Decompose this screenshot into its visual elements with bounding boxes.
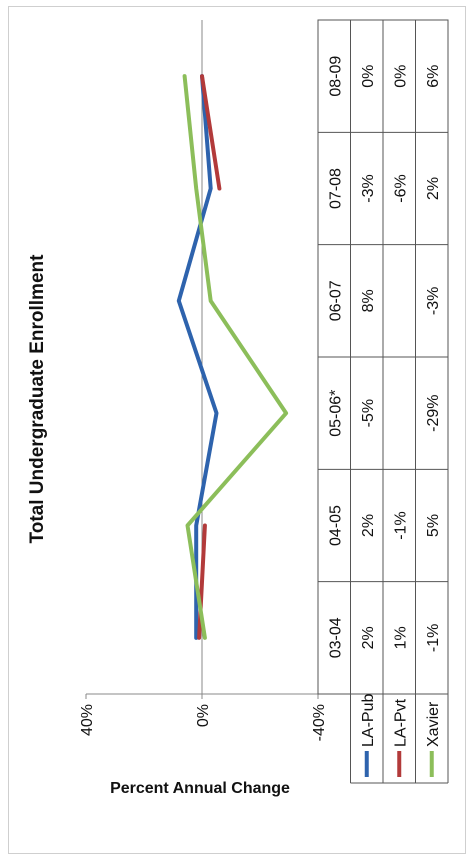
chart-title: Total Undergraduate Enrollment	[27, 254, 48, 544]
series-line-la-pvt	[200, 74, 222, 191]
y-tick-label: 0%	[195, 704, 212, 727]
legend-label: LA-Pvt	[392, 698, 409, 747]
legend-label: LA-Pub	[360, 694, 377, 747]
data-label: 6%	[425, 65, 442, 88]
category-label: 04-05	[327, 505, 344, 546]
series-line-xavier	[182, 74, 289, 640]
data-label: -5%	[360, 399, 377, 427]
legend-label: Xavier	[425, 701, 442, 747]
series-line-la-pub	[176, 74, 219, 640]
data-label: -29%	[425, 394, 442, 431]
category-label: 06-07	[327, 280, 344, 321]
category-label: 08-09	[327, 56, 344, 97]
y-tick-label: -40%	[311, 704, 328, 741]
data-label: 2%	[360, 514, 377, 537]
data-label: 5%	[425, 514, 442, 537]
data-label: 0%	[392, 65, 409, 88]
category-label: 07-08	[327, 168, 344, 209]
data-label: -1%	[392, 511, 409, 539]
data-label: 2%	[360, 626, 377, 649]
category-label: 03-04	[327, 617, 344, 658]
y-axis-label: Percent Annual Change	[110, 780, 290, 797]
data-label: 8%	[360, 289, 377, 312]
category-label: 05-06*	[327, 390, 344, 437]
data-label: -1%	[425, 624, 442, 652]
data-label: 0%	[360, 65, 377, 88]
data-label: -3%	[425, 287, 442, 315]
chart-frame	[8, 6, 466, 854]
data-label: 1%	[392, 626, 409, 649]
data-label: -3%	[360, 174, 377, 202]
y-tick-label: 40%	[79, 704, 96, 736]
data-label: 2%	[425, 177, 442, 200]
data-label: -6%	[392, 174, 409, 202]
